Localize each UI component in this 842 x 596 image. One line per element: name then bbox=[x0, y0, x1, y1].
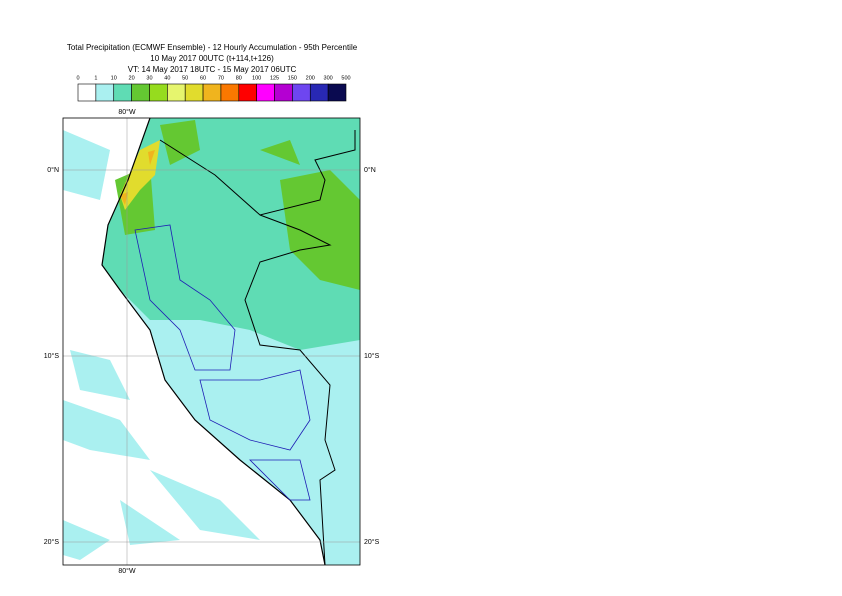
lon-label: 80°W bbox=[118, 567, 136, 575]
legend-swatch bbox=[309, 83, 329, 102]
legend-label: 125 bbox=[270, 75, 279, 81]
legend-label: 1 bbox=[94, 75, 97, 81]
base-time: 10 May 2017 00UTC (t+114,t+126) bbox=[150, 54, 274, 63]
mint-area bbox=[102, 118, 360, 350]
title: Total Precipitation (ECMWF Ensemble) - 1… bbox=[67, 43, 358, 52]
legend-swatch bbox=[202, 83, 222, 102]
legend: 0 1 10 20 30 40 50 60 70 80 100 125 150 200 300 500 bbox=[76, 75, 351, 102]
legend-label: 70 bbox=[218, 75, 224, 81]
ocean-precip bbox=[63, 130, 260, 560]
legend-label: 10 bbox=[111, 75, 117, 81]
regions bbox=[134, 224, 311, 501]
lat-label: 10°S bbox=[44, 352, 60, 360]
legend-label: 60 bbox=[200, 75, 206, 81]
legend-label: 100 bbox=[252, 75, 261, 81]
map bbox=[63, 118, 360, 565]
legend-label: 30 bbox=[146, 75, 152, 81]
legend-label: 50 bbox=[182, 75, 188, 81]
legend-swatch bbox=[149, 83, 168, 102]
lat-label: 10°S bbox=[364, 352, 380, 360]
legend-label: 200 bbox=[306, 75, 315, 81]
legend-label: 40 bbox=[164, 75, 170, 81]
legend-swatch bbox=[220, 83, 240, 102]
borders bbox=[159, 130, 356, 565]
legend-swatch bbox=[274, 83, 293, 102]
legend-swatch bbox=[95, 83, 115, 102]
legend-swatch bbox=[292, 83, 311, 102]
legend-swatch bbox=[184, 83, 204, 102]
legend-label: 150 bbox=[288, 75, 297, 81]
legend-swatch bbox=[327, 83, 347, 102]
legend-swatch bbox=[131, 83, 150, 102]
legend-swatch bbox=[167, 83, 186, 102]
legend-swatch bbox=[238, 83, 257, 102]
coastline bbox=[101, 118, 326, 565]
valid-time: VT: 14 May 2017 18UTC - 15 May 2017 06UT… bbox=[128, 65, 297, 74]
map-frame bbox=[62, 117, 361, 566]
legend-label: 500 bbox=[341, 75, 350, 81]
legend-swatch bbox=[256, 83, 275, 102]
legend-label: 0 bbox=[76, 75, 79, 81]
lat-label: 0°N bbox=[364, 166, 376, 174]
lon-label: 80°W bbox=[118, 108, 136, 116]
legend-label: 20 bbox=[129, 75, 135, 81]
green-area bbox=[115, 120, 360, 290]
lat-label: 0°N bbox=[47, 166, 59, 174]
legend-swatch bbox=[113, 83, 132, 102]
lat-label: 20°S bbox=[364, 538, 380, 546]
orange-area bbox=[120, 150, 155, 205]
legend-swatch bbox=[77, 83, 97, 102]
legend-label: 80 bbox=[236, 75, 242, 81]
graticule bbox=[63, 118, 360, 565]
legend-label: 300 bbox=[324, 75, 333, 81]
lat-label: 20°S bbox=[44, 538, 60, 546]
